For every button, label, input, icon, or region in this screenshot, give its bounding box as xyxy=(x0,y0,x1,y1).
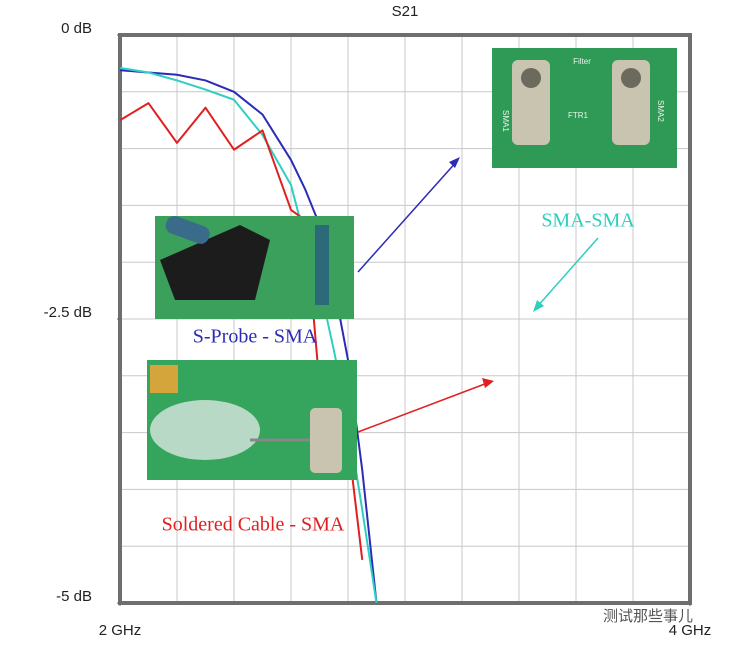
arrow xyxy=(535,237,599,309)
series-label: Soldered Cable - SMA xyxy=(162,514,345,536)
arrowhead xyxy=(482,378,494,388)
photo-cable xyxy=(147,360,357,480)
photo-label: SMA1 xyxy=(501,110,510,132)
y-tick-label: -2.5 dB xyxy=(44,304,92,321)
arrow xyxy=(357,381,491,433)
series-line xyxy=(119,69,378,604)
watermark: 测试那些事儿 xyxy=(603,608,693,625)
photo-label: Filter xyxy=(573,57,591,66)
arrow xyxy=(357,159,459,273)
y-tick-label: -5 dB xyxy=(56,588,92,605)
y-tick-label: 0 dB xyxy=(61,20,92,37)
photo-label: FTR1 xyxy=(568,111,589,120)
chart-title: S21 xyxy=(392,3,419,20)
photo-filter: Filter SMA1 SMA2 FTR1 xyxy=(492,48,677,168)
arrowhead xyxy=(449,157,460,168)
x-tick-label: 4 GHz xyxy=(669,622,712,639)
series-label: S-Probe - SMA xyxy=(193,326,318,348)
series-label: SMA-SMA xyxy=(541,210,635,232)
x-tick-label: 2 GHz xyxy=(99,622,142,639)
arrowhead xyxy=(533,300,544,312)
photo-label: SMA2 xyxy=(656,100,665,122)
photo-probe xyxy=(155,216,354,319)
